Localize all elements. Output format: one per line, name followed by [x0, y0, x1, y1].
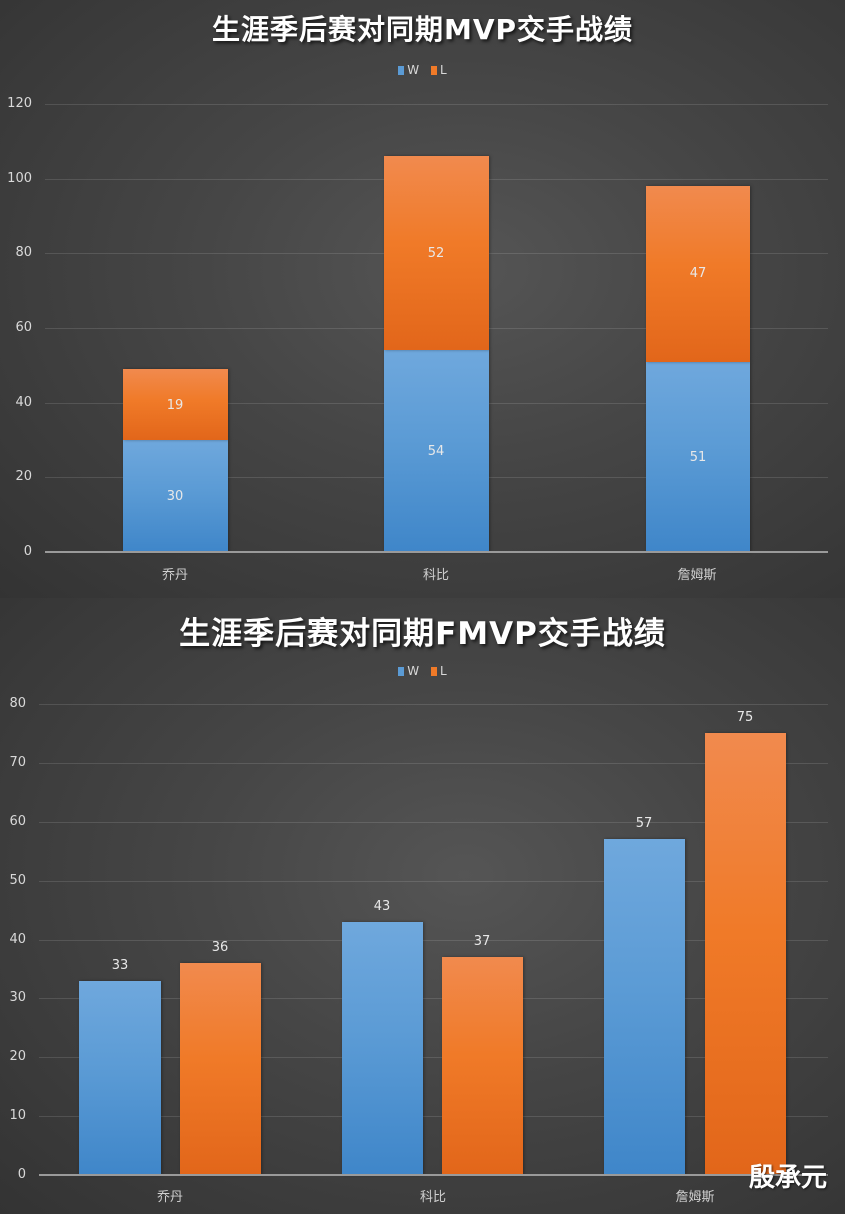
bar-w-jordan[interactable] — [79, 981, 161, 1175]
bar-label: 52 — [427, 246, 445, 261]
gridline — [39, 1057, 828, 1058]
bar-w-kobe[interactable] — [384, 350, 489, 552]
bar-label: 54 — [427, 444, 445, 459]
chart-legend: W L — [0, 63, 845, 77]
bar-w-james[interactable] — [646, 362, 750, 552]
chart-title: 生涯季后赛对同期FMVP交手战绩 — [179, 616, 666, 652]
bar-l-james[interactable] — [646, 186, 750, 362]
plot-area: 33 36 43 37 57 75 — [39, 704, 828, 1176]
y-tick: 40 — [9, 932, 26, 947]
y-tick: 100 — [7, 171, 32, 186]
bar-l-jordan[interactable] — [123, 369, 228, 440]
gridline — [45, 104, 828, 105]
chart-legend: W L — [0, 664, 845, 678]
legend-swatch-l — [431, 667, 437, 676]
chart-title: 生涯季后赛对同期MVP交手战绩 — [211, 13, 634, 46]
watermark: 殷承元 — [748, 1163, 827, 1193]
bar-label: 43 — [373, 899, 391, 914]
y-tick: 0 — [23, 544, 32, 559]
x-tick: 乔丹 — [156, 1190, 183, 1205]
y-tick: 50 — [9, 873, 26, 888]
bar-l-kobe[interactable] — [384, 156, 489, 350]
fmvp-chart-panel: 生涯季后赛对同期FMVP交手战绩 W L 33 36 43 37 57 75 8… — [0, 598, 845, 1214]
y-tick: 60 — [9, 814, 26, 829]
y-tick: 80 — [15, 245, 32, 260]
bar-w-james[interactable] — [604, 839, 685, 1175]
gridline — [39, 704, 828, 705]
bar-label: 36 — [211, 940, 229, 955]
y-tick: 20 — [9, 1049, 26, 1064]
gridline — [39, 940, 828, 941]
bar-label: 57 — [635, 816, 653, 831]
y-tick: 70 — [9, 755, 26, 770]
x-axis-line — [39, 1174, 828, 1176]
plot-area: 30 19 54 52 51 47 — [45, 104, 828, 553]
legend-item-w: W — [398, 664, 419, 678]
bar-label: 75 — [736, 710, 754, 725]
legend-label-l: L — [440, 664, 447, 678]
bar-w-kobe[interactable] — [342, 922, 423, 1175]
bar-label: 33 — [111, 958, 129, 973]
x-tick: 詹姆斯 — [677, 568, 717, 583]
y-tick: 120 — [7, 96, 32, 111]
y-tick: 20 — [15, 469, 32, 484]
x-tick: 科比 — [419, 1190, 446, 1205]
y-tick: 40 — [15, 395, 32, 410]
gridline — [39, 1116, 828, 1117]
bar-l-jordan[interactable] — [180, 963, 261, 1175]
x-axis-line — [45, 551, 828, 553]
bar-l-james[interactable] — [705, 733, 786, 1175]
y-tick: 60 — [15, 320, 32, 335]
y-tick: 10 — [9, 1108, 26, 1123]
gridline — [39, 998, 828, 999]
legend-label-w: W — [407, 664, 420, 678]
bar-label: 47 — [689, 266, 707, 281]
mvp-chart-panel: 生涯季后赛对同期MVP交手战绩 W L 30 19 54 52 51 47 12… — [0, 0, 845, 598]
legend-item-w: W — [398, 63, 419, 77]
y-tick: 30 — [9, 990, 26, 1005]
legend-swatch-w — [398, 667, 405, 676]
legend-item-l: L — [431, 63, 447, 77]
x-tick: 乔丹 — [161, 568, 188, 583]
bar-label: 30 — [166, 489, 184, 504]
bar-l-kobe[interactable] — [442, 957, 523, 1175]
legend-item-l: L — [431, 664, 447, 678]
gridline — [39, 763, 828, 764]
legend-label-l: L — [440, 63, 447, 77]
bar-label: 37 — [473, 934, 491, 949]
y-tick: 80 — [9, 696, 26, 711]
legend-swatch-l — [431, 66, 437, 75]
x-tick: 科比 — [422, 568, 449, 583]
bar-label: 51 — [689, 450, 707, 465]
bar-w-jordan[interactable] — [123, 440, 228, 552]
gridline — [39, 822, 828, 823]
legend-label-w: W — [407, 63, 420, 77]
gridline — [39, 881, 828, 882]
bar-label: 19 — [166, 398, 184, 413]
y-tick: 0 — [17, 1167, 26, 1182]
x-tick: 詹姆斯 — [675, 1190, 715, 1205]
legend-swatch-w — [398, 66, 405, 75]
